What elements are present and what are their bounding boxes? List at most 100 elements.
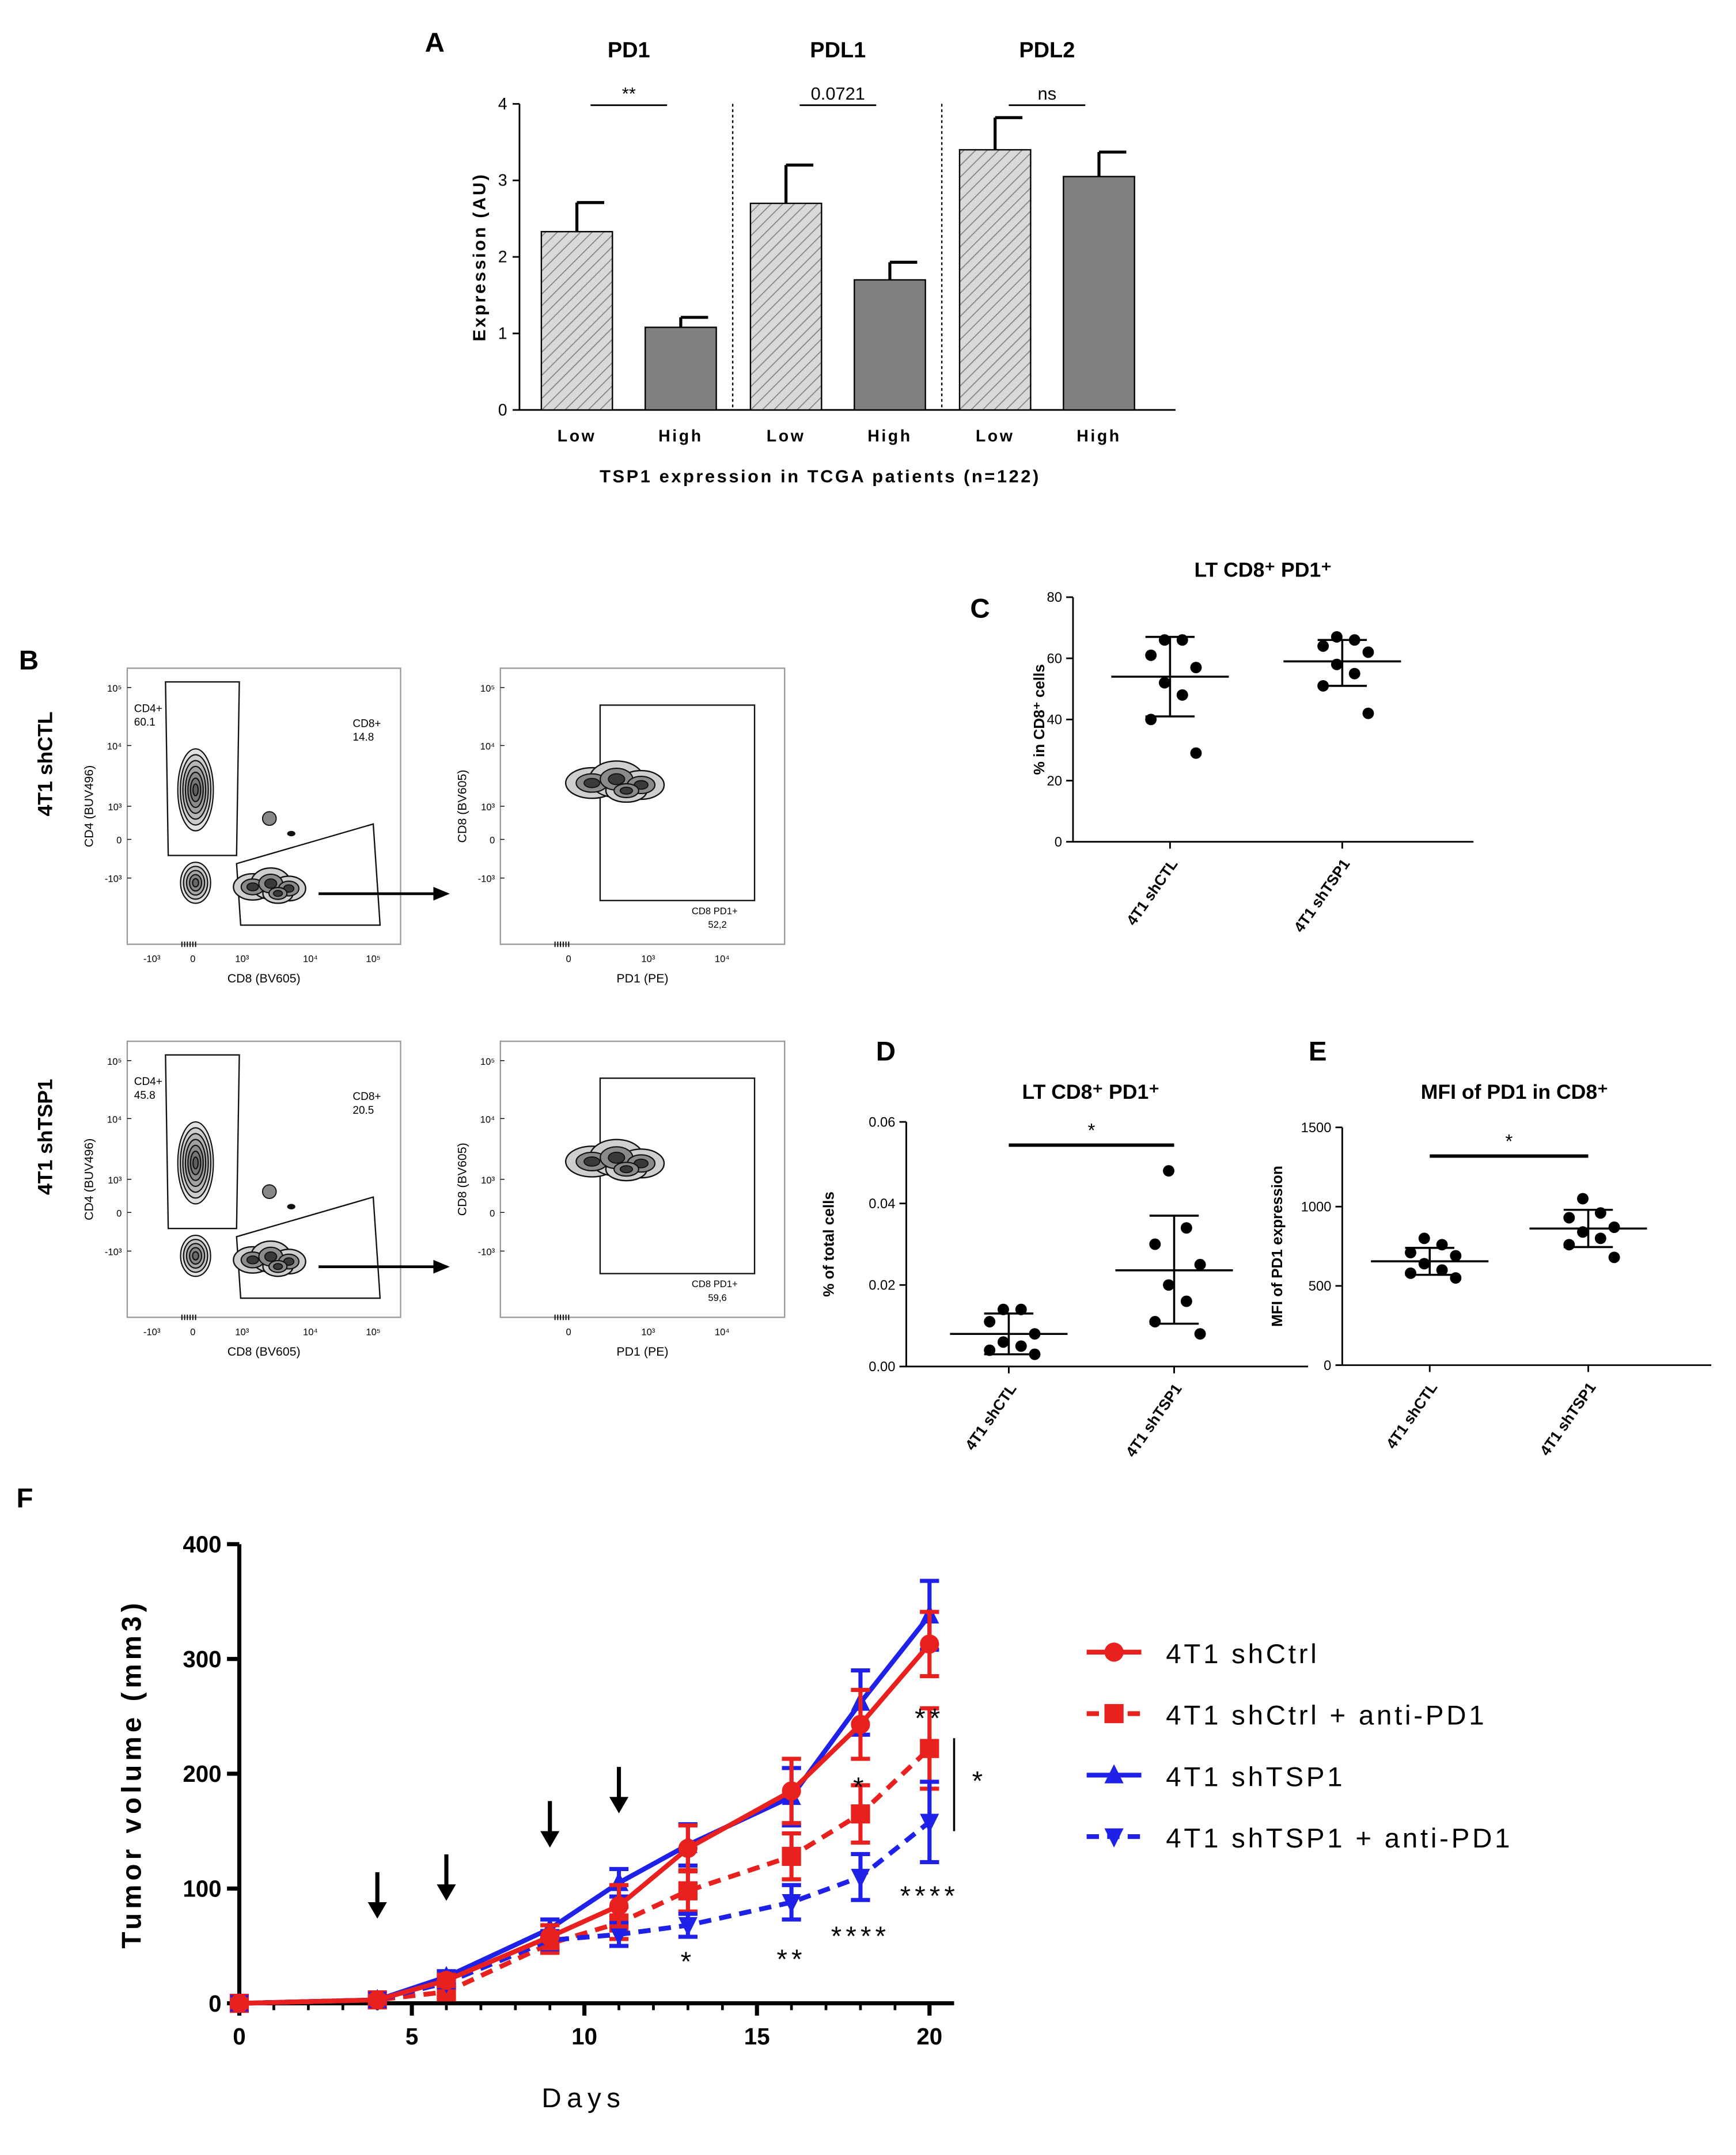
marker-circle [540,1927,560,1947]
y-tick-label: 10³ [481,1175,495,1186]
gate-cd4 [165,681,240,856]
significance-label: ** [915,1703,944,1733]
y-axis-label: CD8 (BV605) [455,1143,469,1216]
x-tick-label: 15 [744,2023,770,2050]
panel-title: MFI of PD1 in CD8⁺ [1421,1080,1608,1103]
data-point [1190,747,1202,759]
data-point [984,1316,996,1327]
panel-f: 0 100 200 300 400 0 5 10 15 20 Days Tumor volume (m… [117,1531,1510,2114]
flow-plot-right [499,1040,786,1318]
legend-label: 4T1 shTSP1 [1166,1762,1345,1792]
y-tick-label: 0 [116,835,122,846]
legend: 4T1 shCtrl 4T1 shCtrl + anti-PD1 4T1 shTSP… [1086,1639,1510,1854]
legend-label: 4T1 shCtrl + anti-PD1 [1166,1701,1487,1731]
y-tick-label: 80 [1047,590,1062,605]
gate-percentage: 45.8 [134,1090,156,1102]
data-point [1362,646,1374,658]
contour-ring [608,773,626,786]
y-tick-label: 10³ [108,802,122,813]
row-label: 4T1 shCTL [33,711,56,816]
significance-label: * [853,1772,868,1803]
panel-c: 0 20 40 60 80 LT CD8⁺ PD1⁺ % in CD8⁺ cells 4T1 … [1030,558,1474,935]
x-category-label: High [867,427,912,445]
y-tick-label: 10³ [108,1175,122,1186]
population-cd8-pd1 [564,1139,665,1182]
data-point [997,1336,1009,1348]
y-tick-label: 200 [183,1761,221,1787]
data-point [1015,1340,1027,1352]
y-tick-label: 20 [1047,774,1062,789]
treatment-arrow-head [367,1902,387,1919]
gate-percentage: 60.1 [134,716,156,729]
panel-letter-a: A [425,28,445,58]
population-cd4 [177,1121,214,1205]
bar-pd1-low [540,231,613,411]
group-title: PD1 [608,39,650,63]
group-title: PDL2 [1019,39,1075,63]
population-small [261,1184,277,1199]
panel-letter-b: B [19,646,39,676]
y-tick-label: 10⁴ [480,1114,495,1125]
y-tick-label: 100 [183,1876,221,1902]
data-point [984,1344,996,1356]
marker-square [782,1846,801,1866]
panel-a: 0 1 2 3 4 Expression (AU) Low High PD1 ** Low High P… [469,39,1176,487]
x-tick-label: 5 [405,2023,418,2050]
panel-letter-d: D [876,1036,896,1067]
x-category-label: 4T1 shCTL [1382,1379,1441,1452]
marker-square [678,1881,698,1900]
y-tick-label: 3 [498,172,507,190]
contour-ring [583,777,601,788]
contour-ring [192,1156,199,1170]
marker-triangle-down [920,1813,939,1833]
marker-circle [609,1896,629,1915]
significance-label: 0.0721 [811,84,865,104]
x-tick-label: 0 [233,2023,245,2050]
y-tick-label: 0 [209,1990,221,2017]
y-tick-label: 0 [1324,1359,1331,1374]
population-small [287,830,295,837]
legend-label: 4T1 shCtrl [1166,1639,1319,1670]
marker-triangle-up [1104,1764,1124,1784]
y-tick-label: 10⁴ [107,1114,122,1125]
marker-square [851,1804,870,1824]
x-category-label: 4T1 shTSP1 [1290,856,1353,935]
data-point [997,1303,1009,1315]
gate-cd4 [165,1054,240,1230]
data-point [1180,1295,1192,1307]
y-tick-label: 0.00 [869,1360,895,1375]
significance-label: ns [1038,84,1057,104]
data-point [1608,1221,1620,1233]
y-tick-label: 10⁵ [480,1056,495,1067]
y-tick-label: 4 [498,95,507,113]
y-tick-label: -10³ [478,1247,495,1258]
gate-pd1 [599,704,756,901]
x-tick-label: 20 [916,2023,942,2050]
data-point [1029,1348,1041,1360]
x-category-label: High [1077,427,1121,445]
y-axis-label: % in CD8⁺ cells [1030,664,1048,775]
y-tick-label: 300 [183,1646,221,1672]
x-tick-label: 0 [190,1326,195,1337]
panel-letter-e: E [1309,1036,1327,1067]
data-point [1190,662,1202,674]
data-point [1563,1212,1575,1224]
gating-arrow-head [433,886,450,901]
x-axis-label: Days [541,2083,626,2114]
gate-percentage: 52,2 [708,919,726,930]
contour-ring [192,783,199,796]
contour-ring [246,882,259,891]
x-tick-label: -10³ [143,953,161,964]
panel-d: 0.00 0.02 0.04 0.06 LT CD8⁺ PD1⁺ % of total c… [820,1080,1309,1460]
bar-pdl2-high [1063,176,1135,411]
gate-label: CD8 PD1+ [692,905,738,916]
significance-label: * [972,1766,983,1796]
data-point [1158,677,1170,689]
marker-circle [229,1994,249,2013]
gate-label: CD4+ [134,703,162,715]
contour-ring [192,878,199,888]
data-point [1194,1328,1206,1340]
panel-e: 0 500 1000 1500 MFI of PD1 in CD8⁺ MFI of PD1… [1268,1080,1712,1459]
row-label: 4T1 shTSP1 [33,1079,56,1195]
marker-square [920,1739,939,1758]
